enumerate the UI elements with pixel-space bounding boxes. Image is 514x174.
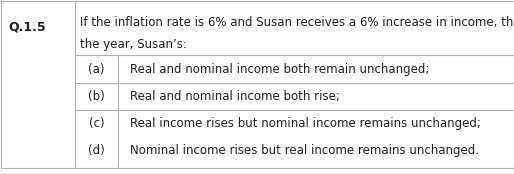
Text: Q.1.5: Q.1.5 [8, 20, 46, 33]
Text: the year, Susan’s:: the year, Susan’s: [80, 38, 187, 51]
Text: (b): (b) [88, 90, 105, 103]
Text: Nominal income rises but real income remains unchanged.: Nominal income rises but real income rem… [130, 144, 479, 157]
Text: (a): (a) [88, 62, 105, 76]
Text: Real and nominal income both remain unchanged;: Real and nominal income both remain unch… [130, 62, 429, 76]
Text: (d): (d) [88, 144, 105, 157]
Text: If the inflation rate is 6% and Susan receives a 6% increase in income, then, ov: If the inflation rate is 6% and Susan re… [80, 16, 514, 29]
Text: (c): (c) [89, 117, 104, 130]
Text: Real and nominal income both rise;: Real and nominal income both rise; [130, 90, 340, 103]
Text: Real income rises but nominal income remains unchanged;: Real income rises but nominal income rem… [130, 117, 481, 130]
